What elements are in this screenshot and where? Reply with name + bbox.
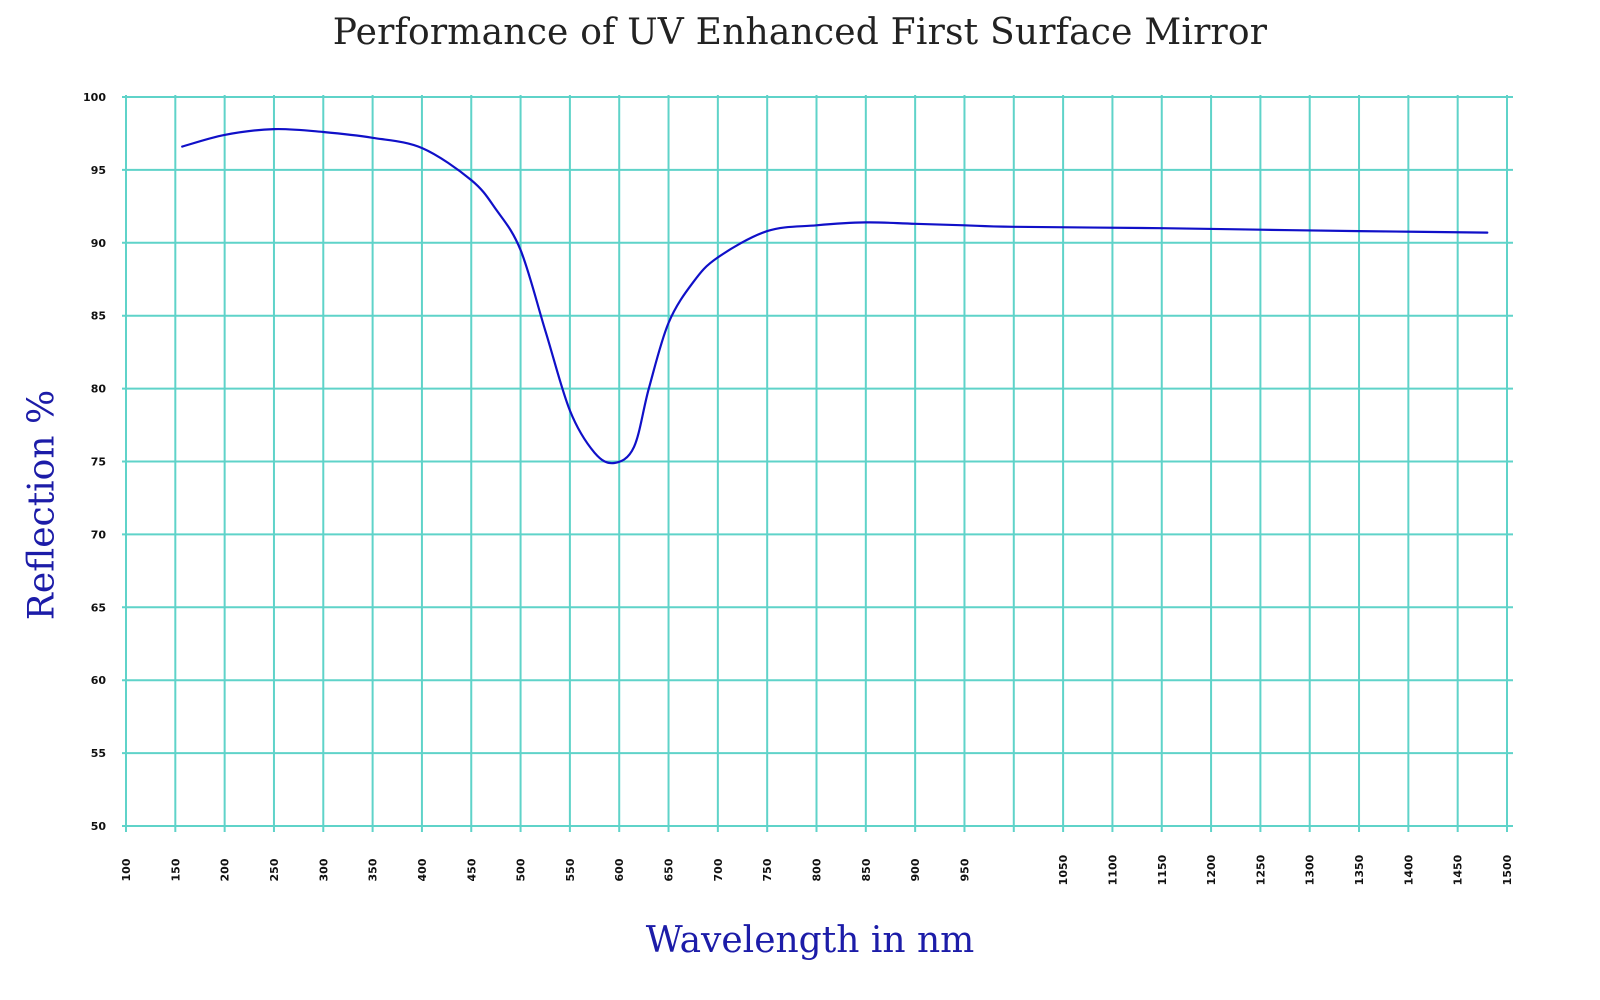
reflection-curve (181, 127, 1489, 465)
x-tick-label: 700 (712, 858, 725, 881)
x-tick-label: 1150 (1156, 854, 1169, 885)
x-tick-label: 750 (761, 858, 774, 881)
x-tick-label: 550 (564, 858, 577, 881)
x-tick-label: 1200 (1205, 854, 1218, 885)
x-tick-label: 1450 (1452, 854, 1465, 885)
y-tick-label: 70 (91, 528, 107, 541)
y-tick-label: 50 (91, 820, 107, 833)
x-tick-label: 800 (811, 858, 824, 881)
x-tick-label: 300 (317, 858, 330, 881)
x-tick-label: 1400 (1402, 854, 1415, 885)
x-tick-label: 600 (613, 858, 626, 881)
x-tick-label: 400 (416, 858, 429, 881)
x-tick-label: 250 (268, 858, 281, 881)
chart-title: Performance of UV Enhanced First Surface… (332, 12, 1268, 53)
y-axis-ticks: 100 95 90 85 80 75 70 65 60 55 50 (83, 91, 106, 833)
x-tick-label: 1250 (1254, 854, 1267, 885)
x-tick-label: 1300 (1304, 854, 1317, 885)
x-tick-label: 650 (663, 858, 676, 881)
x-tick-label: 100 (120, 858, 133, 881)
x-tick-label: 1350 (1353, 854, 1366, 885)
y-tick-label: 95 (91, 164, 106, 177)
y-tick-label: 75 (91, 456, 106, 469)
y-tick-label: 100 (83, 91, 106, 104)
x-tick-label: 1500 (1501, 854, 1514, 885)
x-tick-label: 450 (465, 858, 478, 881)
x-axis-ticks: 100 150 200 250 300 350 400 450 500 550 600 650 700 7… (120, 854, 1514, 885)
x-tick-label: 500 (515, 858, 528, 881)
x-tick-label: 1100 (1106, 854, 1119, 885)
y-tick-label: 90 (91, 237, 107, 250)
x-tick-label: 950 (958, 858, 971, 881)
x-tick-label: 350 (367, 858, 380, 881)
y-tick-label: 55 (91, 747, 106, 760)
y-tick-label: 60 (91, 674, 107, 687)
x-tick-label: 1050 (1057, 854, 1070, 885)
x-axis-label: Wavelength in nm (645, 920, 975, 961)
x-tick-label: 900 (909, 858, 922, 881)
x-tick-label: 200 (219, 858, 232, 881)
y-tick-label: 80 (91, 383, 107, 396)
grid-lines (122, 95, 1513, 832)
x-tick-label: 150 (169, 858, 182, 881)
x-tick-label: 850 (860, 858, 873, 881)
y-tick-label: 65 (91, 601, 106, 614)
y-tick-label: 85 (91, 310, 106, 323)
